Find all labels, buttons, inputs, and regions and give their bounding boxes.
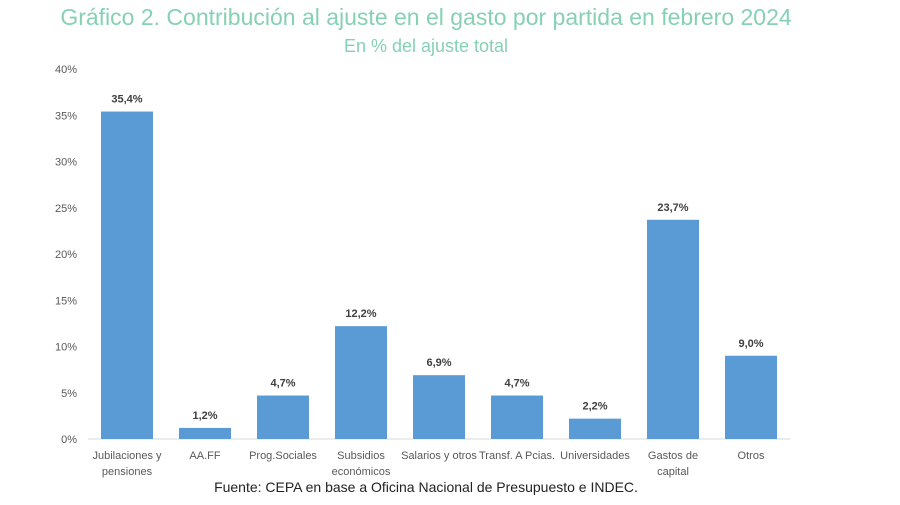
data-label: 23,7% [657,202,688,214]
x-category-label: Prog.Sociales [249,450,317,462]
bar [101,111,153,440]
y-tick-label: 25% [55,203,77,215]
bar [569,418,621,439]
x-category-label: pensiones [102,466,153,478]
x-category-label: Subsidios [337,450,385,462]
y-tick-label: 10% [55,342,77,354]
data-label: 6,9% [426,357,451,369]
bar [179,427,231,439]
y-tick-label: 15% [55,295,77,307]
chart-source: Fuente: CEPA en base a Oficina Nacional … [214,479,638,495]
data-label: 4,7% [504,378,529,390]
data-label: 12,2% [345,308,376,320]
x-category-label: Salarios y otros [401,450,477,462]
x-category-label: capital [657,466,689,478]
x-category-label: Otros [738,450,765,462]
chart-subtitle: En % del ajuste total [343,36,509,56]
bar [647,219,699,439]
bar [335,326,387,439]
bar [257,395,309,439]
y-tick-label: 5% [61,388,77,400]
y-tick-label: 40% [55,64,77,76]
bar [413,375,465,439]
x-category-label: AA.FF [189,450,220,462]
y-tick-label: 30% [55,157,77,169]
bar [725,355,777,439]
y-tick-label: 20% [55,249,77,261]
x-category-label: Universidades [560,450,630,462]
chart-title: Gráfico 2. Contribución al ajuste en el … [60,4,792,30]
data-label: 1,2% [192,410,217,422]
data-label: 9,0% [738,338,763,350]
x-category-label: Gastos de [648,450,698,462]
x-category-label: económicos [332,466,391,478]
y-tick-label: 0% [61,434,77,446]
x-category-label: Transf. A Pcias. [479,450,555,462]
y-tick-label: 35% [55,110,77,122]
data-label: 35,4% [111,94,142,106]
x-category-label: Jubilaciones y [92,450,162,462]
data-label: 4,7% [270,378,295,390]
data-label: 2,2% [582,401,607,413]
bar [491,395,543,439]
